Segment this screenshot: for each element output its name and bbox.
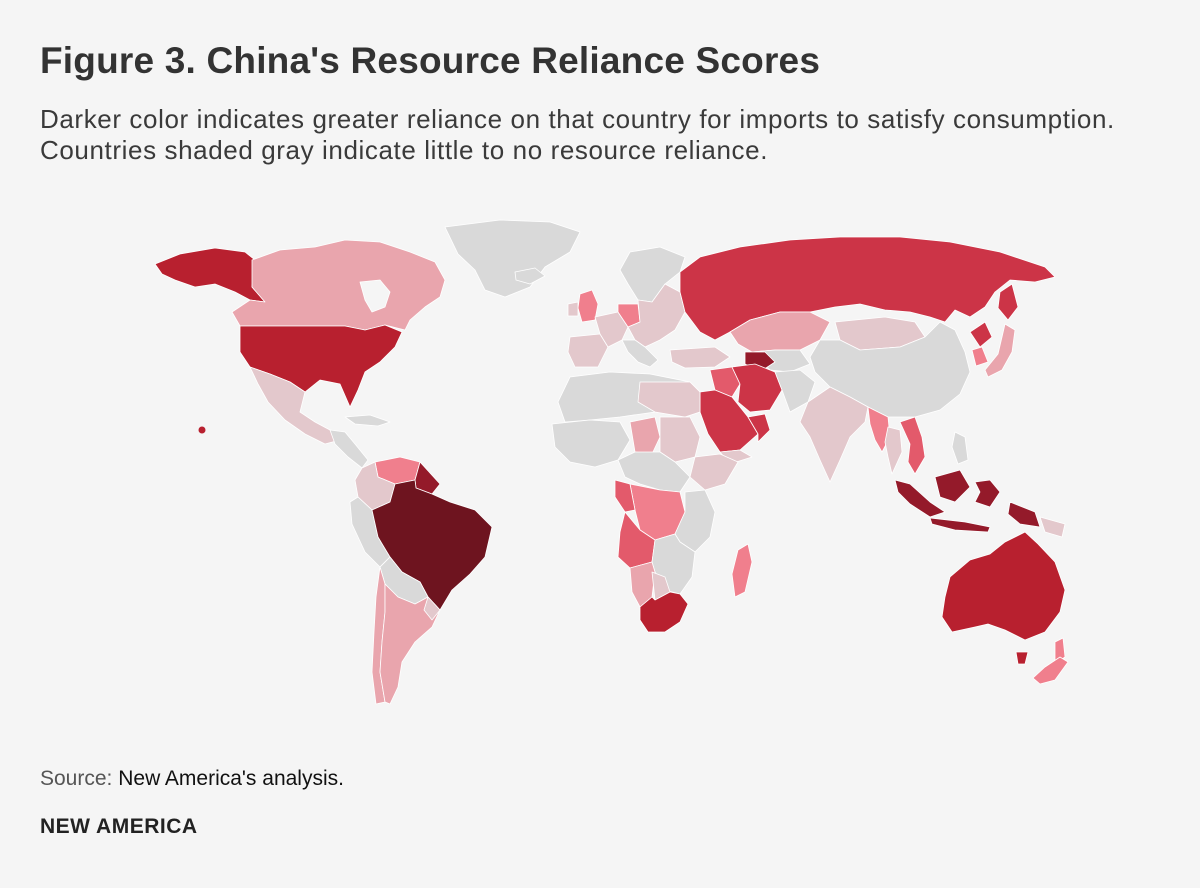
country-indonesia-papua (1007, 501, 1041, 528)
country-oman (747, 413, 771, 443)
country-balkans (621, 339, 659, 368)
country-ireland (567, 301, 579, 317)
country-congo-rep (614, 479, 636, 513)
country-north-korea (969, 321, 993, 348)
country-japan (984, 323, 1016, 378)
source-text: New America's analysis. (118, 767, 344, 790)
country-myanmar (867, 406, 891, 453)
country-iberia (567, 333, 609, 368)
country-eastern-europe (627, 283, 686, 348)
country-south-africa (639, 591, 689, 633)
country-ethiopia (689, 453, 739, 491)
country-new-zealand (1054, 637, 1066, 665)
country-thailand (884, 426, 903, 475)
country-uruguay (423, 596, 441, 621)
country-madagascar (731, 543, 753, 598)
country-south-korea (971, 346, 989, 367)
country-chad (629, 416, 661, 455)
country-egypt (637, 381, 701, 418)
country-iceland (514, 267, 546, 285)
country-indonesia-east (974, 479, 1001, 508)
country-vietnam (899, 416, 926, 475)
country-turkey (669, 346, 731, 369)
country-russia-east (997, 283, 1019, 321)
figure-subtitle: Darker color indicates greater reliance … (40, 104, 1115, 165)
country-central-africa (617, 451, 691, 493)
source-note: Source: New America's analysis. (40, 767, 344, 791)
brand-logo-text: NEW AMERICA (40, 815, 198, 838)
country-png (1039, 516, 1066, 538)
country-philippines (951, 431, 969, 465)
country-indonesia-borneo (934, 469, 971, 503)
world-map (154, 219, 1069, 705)
hudson-bay (359, 279, 391, 313)
country-new-zealand-south (1032, 656, 1069, 685)
country-saudi-arabia (699, 389, 759, 453)
country-tasmania (1015, 651, 1029, 665)
country-canada (231, 239, 446, 331)
country-greenland (444, 219, 581, 298)
figure-title: Figure 3. China's Resource Reliance Scor… (40, 40, 821, 81)
country-india (799, 386, 869, 483)
country-indonesia-java (929, 517, 991, 533)
country-iran (731, 363, 783, 413)
country-indonesia (894, 479, 946, 518)
country-alaska (154, 247, 266, 303)
country-iraq (709, 366, 741, 398)
country-central-america (329, 429, 369, 469)
country-hawaii (198, 426, 206, 434)
source-label: Source: (40, 767, 113, 790)
country-caribbean (344, 414, 391, 427)
country-australia (941, 531, 1066, 641)
country-argentina (379, 583, 441, 705)
country-sudan (659, 416, 701, 463)
